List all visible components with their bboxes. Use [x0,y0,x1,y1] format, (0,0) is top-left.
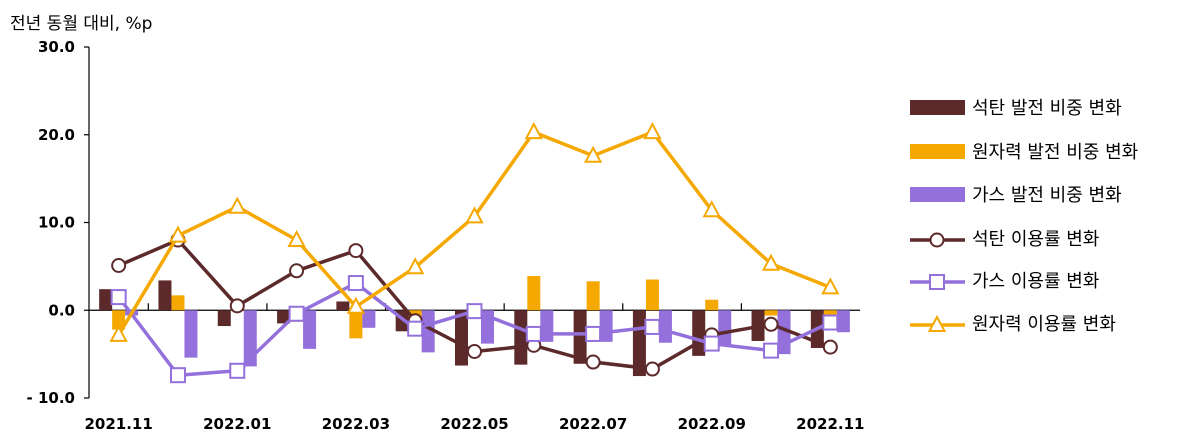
data-point [168,225,188,243]
data-point [346,296,366,314]
data-point [347,275,364,292]
data-point [525,325,542,342]
bar [455,310,468,366]
x-tick-label: 2022.11 [796,415,864,433]
legend-label: 원자력 이용률 변화 [972,314,1116,335]
data-point [229,362,246,379]
data-point [644,361,660,377]
data-point [763,342,780,359]
legend-swatch [910,144,965,159]
data-point [585,325,602,342]
data-point [703,335,720,352]
data-point [822,339,838,355]
y-tick-label: 20.0 [38,126,75,144]
legend-swatch [910,100,965,115]
x-tick-label: 2022.01 [203,415,271,433]
bar [336,301,350,311]
data-point [289,263,305,279]
bar [658,310,672,343]
bar [514,310,528,365]
bar [243,310,257,367]
bars [99,276,850,377]
legend-label: 가스 이용률 변화 [972,271,1099,292]
data-point [348,243,364,259]
bar [764,310,778,316]
data-point [110,289,127,306]
bar [217,310,231,327]
y-tick-label: - 10.0 [27,389,75,407]
x-tick-label: 2022.03 [322,415,390,433]
bar [836,310,850,333]
bar [823,310,837,318]
y-tick-label: 30.0 [38,38,75,56]
bar [718,310,732,346]
data-point [287,229,306,248]
y-unit-label: 전년 동월 대비, %p [10,14,152,34]
data-point [467,343,482,359]
bar [303,310,317,349]
axes: 30.0 20.0 10.0 0.0 - 10.0 2021.11 2022.01 2022.… [27,38,865,433]
bar [692,310,706,356]
data-point [228,196,247,214]
data-point [466,303,483,320]
data-point [643,121,662,140]
bar [705,299,719,311]
legend-label: 가스 발전 비중 변화 [972,185,1122,206]
data-point [111,257,127,273]
data-point [169,367,186,384]
legend-label: 석탄 이용률 변화 [972,229,1099,250]
data-point [644,318,661,335]
data-point [465,206,484,224]
legend-swatch [910,187,965,202]
data-point [763,316,779,332]
lines [109,121,840,384]
bar [573,310,587,364]
data-point [585,354,601,370]
bar [349,310,363,339]
legend-marker [929,274,945,290]
bar [586,281,600,311]
x-tick-label: 2022.05 [440,415,508,433]
x-tick-label: 2022.07 [559,415,627,433]
bar [645,279,659,311]
bar [112,310,126,330]
x-tick-label: 2021.11 [84,415,152,433]
data-point [524,121,543,140]
bar [99,289,113,311]
data-point [821,277,840,295]
data-point [407,320,424,337]
y-tick-label: 10.0 [38,214,75,232]
bar [184,310,198,358]
bar [158,280,172,311]
bar [171,295,185,311]
y-tick-label: 0.0 [48,301,75,319]
data-point [702,200,721,218]
bar [277,310,291,324]
legend-label: 석탄 발전 비중 변화 [972,98,1122,119]
bar [362,310,376,328]
bar [527,276,541,311]
bar [421,310,435,353]
data-point [406,257,425,275]
legend-marker [929,232,945,248]
legend-marker [927,314,947,332]
data-point [822,314,839,331]
data-point [229,298,245,314]
bar [599,310,613,342]
data-point [288,305,305,322]
x-tick-label: 2022.09 [678,415,746,433]
bar [540,310,554,342]
legend-label: 원자력 발전 비중 변화 [972,142,1138,163]
data-point [583,145,603,163]
data-point [109,324,128,342]
data-point [761,253,781,271]
